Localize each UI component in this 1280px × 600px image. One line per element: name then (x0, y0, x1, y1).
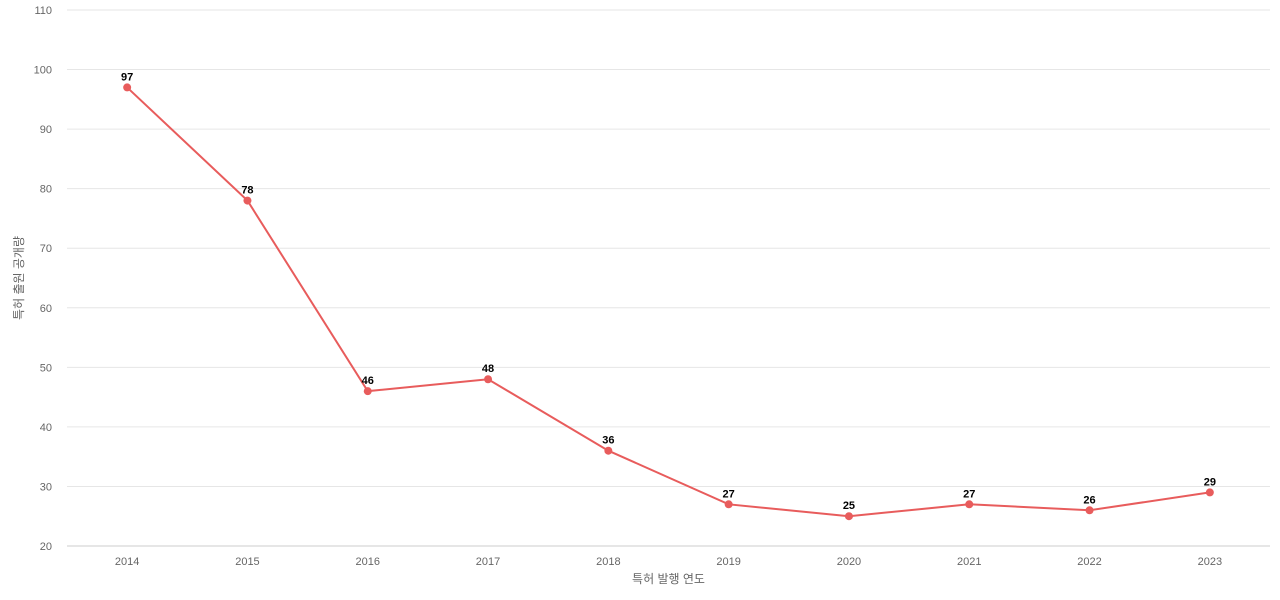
data-point[interactable] (965, 500, 974, 509)
data-point[interactable] (844, 512, 853, 521)
data-label: 48 (482, 363, 494, 375)
x-axis-title: 특허 발행 연도 (632, 571, 705, 586)
y-tick-label: 40 (40, 422, 52, 434)
x-tick-label: 2018 (596, 556, 620, 568)
data-label: 27 (963, 488, 975, 500)
data-label: 25 (843, 500, 855, 512)
x-tick-label: 2023 (1198, 556, 1222, 568)
y-axis-ticks: 20 30 40 50 60 70 80 90 100 110 (34, 5, 52, 553)
y-tick-label: 100 (34, 65, 52, 77)
y-tick-label: 20 (40, 541, 52, 553)
data-point[interactable] (363, 387, 372, 396)
x-tick-label: 2021 (957, 556, 981, 568)
grid-lines (67, 9, 1270, 487)
y-tick-label: 110 (34, 5, 52, 17)
data-labels: 97 78 46 48 36 27 25 27 26 29 (121, 71, 1216, 512)
y-tick-label: 60 (40, 303, 52, 315)
y-axis-title: 특허 출원 공개량 (12, 236, 26, 320)
data-point[interactable] (724, 500, 733, 509)
data-point[interactable] (243, 196, 252, 205)
x-tick-label: 2015 (235, 556, 259, 568)
data-point[interactable] (604, 446, 613, 455)
data-label: 26 (1083, 494, 1095, 506)
x-tick-label: 2014 (115, 556, 139, 568)
x-tick-label: 2016 (356, 556, 380, 568)
data-point[interactable] (484, 375, 493, 384)
data-label: 29 (1204, 476, 1216, 488)
y-tick-label: 70 (40, 243, 52, 255)
x-tick-label: 2017 (476, 556, 500, 568)
y-tick-label: 80 (40, 184, 52, 196)
data-label: 97 (121, 71, 133, 83)
data-label: 78 (241, 185, 253, 197)
data-label: 46 (362, 375, 374, 387)
data-point[interactable] (1085, 506, 1094, 515)
data-label: 27 (723, 488, 735, 500)
data-label: 36 (602, 435, 614, 447)
y-tick-label: 50 (40, 362, 52, 374)
x-tick-label: 2020 (837, 556, 861, 568)
x-tick-label: 2022 (1077, 556, 1101, 568)
data-point[interactable] (123, 83, 132, 92)
series-line (126, 86, 1210, 518)
data-point[interactable] (1205, 488, 1214, 497)
y-tick-label: 90 (40, 124, 52, 136)
x-tick-label: 2019 (716, 556, 740, 568)
series-layer (123, 83, 1214, 521)
y-tick-label: 30 (40, 481, 52, 493)
x-axis-ticks: 2014 2015 2016 2017 2018 2019 2020 2021 2022 2023 (115, 556, 1222, 568)
